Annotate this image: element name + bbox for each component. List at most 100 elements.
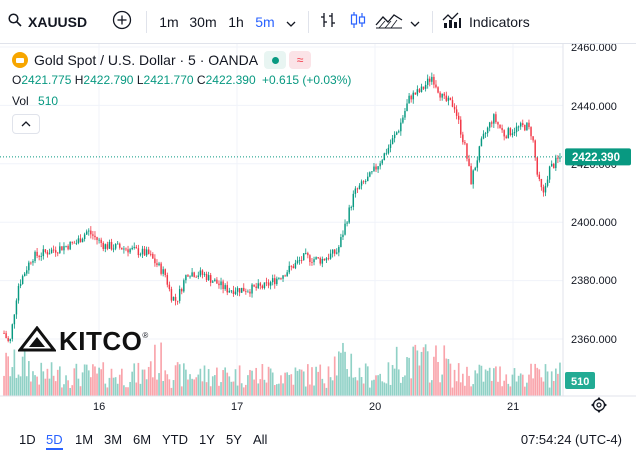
volume-bar [207, 369, 210, 396]
volume-bar [90, 377, 92, 396]
close-label: C [196, 73, 206, 87]
candle-body [176, 300, 179, 302]
range-ytd[interactable]: YTD [162, 432, 188, 447]
indicators-button[interactable]: Indicators [442, 8, 534, 36]
volume-bar [5, 352, 7, 396]
price-chart[interactable]: 2460.000 2440.000 2420.000 2400.000 2380… [0, 44, 636, 426]
volume-bar [104, 383, 107, 396]
candle-body [528, 122, 530, 128]
candles-icon [349, 11, 367, 32]
clock-timezone[interactable]: 07:54:24 (UTC-4) [520, 432, 622, 447]
candle-body [404, 111, 406, 118]
market-status-button[interactable] [264, 51, 287, 69]
price-axis[interactable]: 2460.000 2440.000 2420.000 2400.000 2380… [571, 44, 617, 346]
time-tick: 21 [507, 401, 519, 413]
range-1d[interactable]: 1D [19, 432, 36, 447]
candle-body [462, 134, 464, 143]
candle-body [228, 290, 231, 293]
volume-bar [199, 368, 202, 396]
volume-bar [406, 357, 408, 396]
candle-body [17, 286, 20, 301]
volume-bar [162, 381, 164, 396]
candle-body [38, 255, 40, 257]
volume-bar [323, 383, 326, 396]
candle-body [466, 143, 468, 159]
range-all[interactable]: All [253, 432, 268, 447]
interval-30m[interactable]: 30m [189, 13, 217, 30]
range-1y[interactable]: 1Y [199, 432, 215, 447]
time-axis[interactable]: 16 17 20 21 [93, 401, 519, 413]
interval-dropdown[interactable] [282, 8, 300, 36]
interval-1m[interactable]: 1m [159, 13, 179, 30]
add-symbol-button[interactable] [110, 8, 134, 36]
price-tick: 2360.000 [571, 334, 617, 346]
range-3m[interactable]: 3M [104, 432, 123, 447]
volume-bar [50, 362, 53, 396]
candle-body [236, 288, 239, 292]
plus-circle-icon [112, 10, 132, 33]
volume-bar [428, 382, 431, 396]
volume-bar [534, 363, 536, 396]
volume-bar [364, 363, 367, 396]
volume-bar [550, 371, 553, 396]
volume-bar [249, 369, 251, 396]
candle-body [354, 188, 357, 194]
data-delay-button[interactable]: ≈ [289, 51, 312, 69]
candle-body [73, 242, 76, 244]
volume-bar [453, 369, 456, 396]
symbol-search-button[interactable]: XAUUSD [8, 8, 98, 36]
candle-body [294, 262, 297, 269]
candle-body [393, 134, 396, 139]
volume-bar [193, 379, 195, 396]
candle-body [67, 245, 69, 250]
range-5d[interactable]: 5D [46, 432, 63, 450]
volume-bar [338, 351, 340, 396]
candle-body [474, 167, 476, 171]
symbol-legend[interactable]: Gold Spot / U.S. Dollar · 5 · OANDA ≈ [12, 51, 312, 69]
volume-bar [273, 385, 276, 396]
volume-legend[interactable]: Vol 510 [12, 94, 58, 108]
indicators-icon [442, 11, 462, 32]
volume-bar [307, 364, 309, 396]
chart-type-dropdown[interactable] [406, 8, 424, 36]
volume-bar [36, 376, 38, 396]
volume-bar [459, 382, 462, 396]
range-5y[interactable]: 5Y [226, 432, 242, 447]
candle-body [54, 250, 57, 253]
volume-bar [468, 375, 470, 396]
candle-body [515, 126, 518, 133]
candle-body [261, 285, 264, 289]
volume-bar [52, 375, 55, 396]
candle-body [358, 185, 361, 190]
volume-bar [13, 349, 16, 396]
candle-body [269, 282, 272, 286]
volume-bar [472, 384, 474, 396]
volume-bar [513, 368, 516, 396]
range-1m[interactable]: 1M [75, 432, 94, 447]
candle-body [96, 237, 98, 240]
candle-body [445, 95, 448, 101]
interval-1h[interactable]: 1h [228, 13, 244, 30]
settings-gear-button[interactable] [591, 397, 607, 413]
candle-body [42, 249, 45, 257]
interval-5m[interactable]: 5m [255, 13, 275, 30]
high-value: 2422.790 [83, 73, 134, 87]
volume-bar [447, 359, 450, 396]
chart-type-area-button[interactable] [374, 8, 404, 36]
candle-body [158, 263, 160, 266]
candle-body [385, 153, 388, 155]
volume-bar [300, 369, 303, 396]
collapse-legend-button[interactable] [12, 114, 40, 134]
candle-body [495, 114, 497, 123]
candle-body [511, 133, 514, 136]
candle-body [94, 235, 96, 238]
candle-body [32, 261, 34, 263]
range-6m[interactable]: 6M [133, 432, 152, 447]
volume-bar [526, 382, 528, 396]
volume-bar [325, 387, 328, 396]
chart-type-candles-button[interactable] [346, 8, 370, 36]
compare-button[interactable] [316, 8, 340, 36]
volume-bar [46, 368, 49, 396]
candle-body [387, 147, 390, 154]
volume-bar [135, 382, 138, 396]
